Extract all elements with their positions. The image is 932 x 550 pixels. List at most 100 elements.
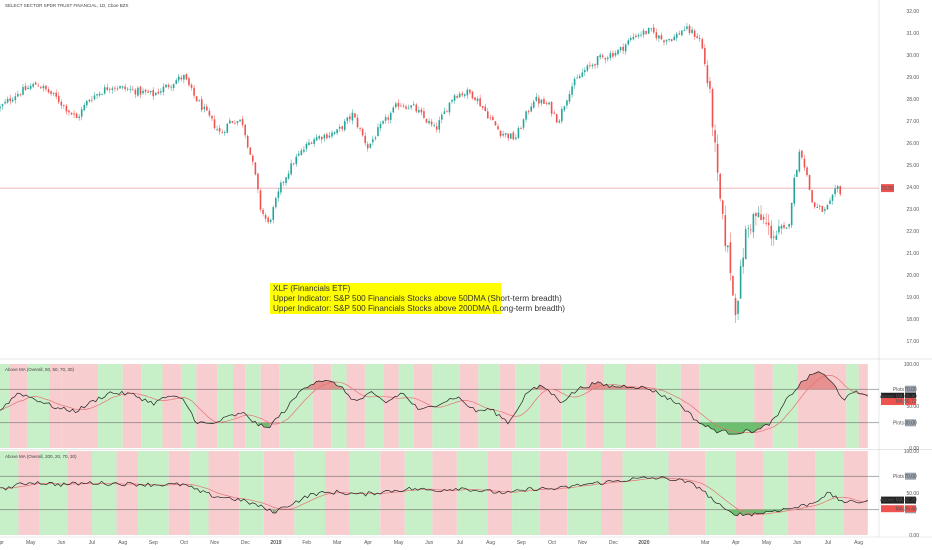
price-candle <box>790 202 793 229</box>
upper-indicator-shade-band <box>413 364 433 448</box>
price-candle <box>142 87 144 96</box>
candle-body <box>525 111 527 120</box>
price-candle <box>190 82 193 91</box>
price-y-tick-label: 18.00 <box>906 317 919 323</box>
candle-body <box>492 116 494 121</box>
price-candle <box>359 126 361 132</box>
upper-indicator-shade-band <box>625 364 657 448</box>
price-candle <box>262 207 264 217</box>
annotation-note: XLF (Financials ETF) Upper Indicator: S&… <box>270 283 565 314</box>
candle-body <box>190 84 193 88</box>
price-candle <box>29 83 32 91</box>
candle-body <box>382 121 384 124</box>
candle-body <box>264 215 267 219</box>
candle-body <box>448 102 451 113</box>
price-candle <box>73 110 75 119</box>
candle-body <box>425 118 428 123</box>
candle-body <box>60 101 63 106</box>
price-candle <box>721 199 724 220</box>
candle-body <box>338 126 341 129</box>
candle-body <box>765 222 767 224</box>
price-candle <box>425 118 428 124</box>
candle-body <box>126 88 129 90</box>
candle-body <box>114 87 116 89</box>
candle-body <box>614 52 617 56</box>
price-candle <box>349 113 351 123</box>
candle-body <box>226 123 229 133</box>
price-candle <box>75 112 78 119</box>
price-candle <box>808 174 811 191</box>
candle-body <box>402 105 405 107</box>
price-candle <box>131 85 134 91</box>
price-candle <box>160 88 162 96</box>
candle-body <box>109 88 111 90</box>
lower-indicator-shade-band <box>539 451 568 535</box>
price-candle <box>308 138 310 146</box>
price-candle <box>165 83 167 88</box>
price-candle <box>405 104 407 111</box>
candle-body <box>515 137 517 139</box>
candle-body <box>711 89 714 128</box>
candle-body <box>596 56 599 66</box>
price-candle <box>91 95 93 103</box>
candle-body <box>808 174 811 190</box>
candle-body <box>686 26 688 29</box>
candle-body <box>538 97 540 104</box>
candle-body <box>119 86 121 89</box>
price-candle <box>70 112 73 116</box>
price-candle <box>668 38 670 43</box>
candle-body <box>497 126 499 130</box>
upper-indicator-shade-band <box>233 364 246 448</box>
price-candle <box>346 116 349 125</box>
price-candle <box>793 174 796 207</box>
candle-body <box>418 110 420 113</box>
candle-body <box>116 88 119 90</box>
candle-body <box>635 35 637 38</box>
x-tick-label: Sep <box>517 540 526 546</box>
lower-indicator-shade-band <box>622 451 669 535</box>
price-candle <box>88 98 91 103</box>
price-candle <box>517 125 520 140</box>
candle-body <box>645 31 647 34</box>
price-candle <box>341 125 344 132</box>
lower-indicator-shade-band <box>487 451 513 535</box>
price-candle <box>826 204 829 210</box>
candle-body <box>517 128 520 138</box>
candle-body <box>599 55 601 58</box>
price-candle <box>213 115 216 130</box>
candle-body <box>571 86 573 95</box>
price-candle <box>785 227 788 229</box>
price-candle <box>448 102 451 116</box>
candle-body <box>303 149 305 152</box>
candle-body <box>218 128 221 132</box>
lower-indicator-series-name: MA <box>896 506 904 512</box>
lower-indicator-shade-band <box>39 451 68 535</box>
candle-body <box>356 117 359 128</box>
price-candle <box>428 118 430 125</box>
price-candle <box>147 89 149 94</box>
price-candle <box>203 104 206 113</box>
candle-body <box>604 58 607 60</box>
candle-body <box>91 99 93 101</box>
candle-body <box>320 137 323 140</box>
price-y-tick-label: 21.00 <box>906 251 919 257</box>
candle-body <box>466 89 469 96</box>
price-candle <box>139 85 142 99</box>
candle-body <box>24 86 27 90</box>
price-candle <box>80 106 83 121</box>
current-price-tag <box>881 184 894 193</box>
lower-indicator-shade-band <box>208 451 240 535</box>
price-candle <box>573 76 576 89</box>
price-candle <box>788 223 790 229</box>
candle-body <box>9 98 12 102</box>
candle-body <box>757 212 760 218</box>
price-candle <box>520 126 522 130</box>
x-tick-label: Feb <box>302 540 311 546</box>
price-candle <box>469 89 471 95</box>
candle-body <box>624 44 627 52</box>
price-candle <box>770 220 773 246</box>
candle-body <box>395 103 397 108</box>
candle-body <box>481 106 484 108</box>
